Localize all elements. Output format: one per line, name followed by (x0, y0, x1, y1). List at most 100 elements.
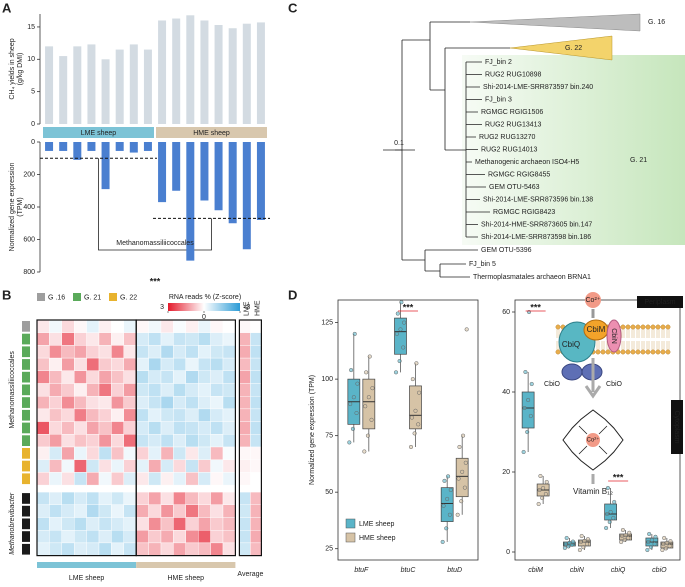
cell (36, 370, 50, 384)
cell (197, 319, 211, 333)
panel-label: A (2, 0, 12, 15)
cell (135, 530, 149, 544)
cell (49, 504, 63, 518)
cell (173, 504, 186, 518)
row-color (22, 493, 30, 504)
lipid (660, 324, 666, 330)
cell (160, 472, 174, 486)
x-tick-label: cbiN (570, 567, 585, 574)
cell (197, 491, 211, 506)
cell (222, 345, 236, 359)
cell (86, 370, 100, 384)
leaf-label: FJ_bin 2 (485, 59, 512, 66)
point (447, 512, 452, 517)
cell (148, 504, 162, 518)
bar (228, 28, 237, 125)
bar (242, 23, 251, 124)
y-tick-label: 15 (27, 24, 35, 31)
cell (222, 383, 236, 397)
cell (239, 370, 251, 384)
point (619, 533, 625, 539)
point (355, 381, 360, 386)
cell (73, 517, 87, 531)
cell (49, 396, 63, 410)
cell (123, 332, 137, 346)
lipid (635, 324, 641, 330)
cell (61, 370, 75, 384)
protein-label: CbiN (610, 328, 617, 344)
cell (73, 446, 87, 460)
bar (186, 15, 195, 124)
cell (111, 421, 125, 435)
cell (210, 446, 224, 460)
box (521, 391, 535, 429)
collapsed-clade (509, 35, 613, 61)
cell (222, 446, 236, 460)
lipid-tail (646, 329, 650, 350)
cell (135, 542, 149, 556)
point (585, 537, 591, 542)
cell (185, 370, 199, 384)
cell (250, 408, 262, 422)
leaf-label: RUG2 RUG13413 (485, 121, 542, 128)
bar (242, 142, 251, 250)
cell (222, 504, 236, 518)
cell (160, 459, 174, 473)
cell (61, 459, 75, 473)
bar (172, 18, 181, 124)
point (352, 331, 357, 336)
lipid (555, 349, 561, 355)
cell (49, 542, 63, 556)
cell (98, 491, 112, 506)
cell (250, 383, 262, 397)
point (408, 444, 414, 450)
cell (123, 530, 137, 544)
cell (49, 446, 63, 460)
cell (148, 357, 162, 372)
row-color (22, 371, 30, 383)
cell (111, 472, 125, 486)
point (544, 479, 549, 485)
arrow (584, 358, 602, 399)
cell (185, 421, 199, 435)
cell (111, 383, 125, 397)
cell (73, 504, 87, 518)
row-group-label: Methanobrevibacter (9, 492, 16, 555)
bar (59, 142, 68, 151)
row-color (22, 333, 30, 345)
group-label: HME sheep (168, 575, 205, 582)
cell (160, 446, 174, 460)
point (619, 539, 624, 545)
y-axis-label: (TPM) (17, 197, 24, 216)
cell (222, 319, 236, 333)
point (536, 501, 541, 507)
point (582, 538, 587, 543)
point (350, 426, 355, 431)
cell (123, 383, 137, 397)
point (522, 405, 527, 411)
point (455, 512, 460, 517)
cell (123, 446, 137, 460)
cell (197, 504, 211, 518)
lipid (620, 349, 626, 355)
lipid (665, 324, 671, 330)
lipid-tail (651, 329, 655, 350)
cell (98, 332, 112, 346)
cell (98, 319, 112, 333)
cell (239, 517, 251, 531)
cell (173, 446, 186, 460)
cell (239, 345, 251, 359)
cell (61, 408, 75, 422)
y-tick-label: 600 (23, 236, 35, 243)
cell (86, 446, 100, 460)
bar (256, 22, 265, 124)
cell (160, 408, 174, 422)
cell (185, 542, 199, 556)
cell (160, 332, 174, 346)
point (349, 368, 354, 373)
cell (250, 345, 262, 359)
cell (160, 396, 174, 410)
cell (197, 472, 211, 486)
bar (172, 142, 181, 191)
cell (250, 421, 262, 435)
